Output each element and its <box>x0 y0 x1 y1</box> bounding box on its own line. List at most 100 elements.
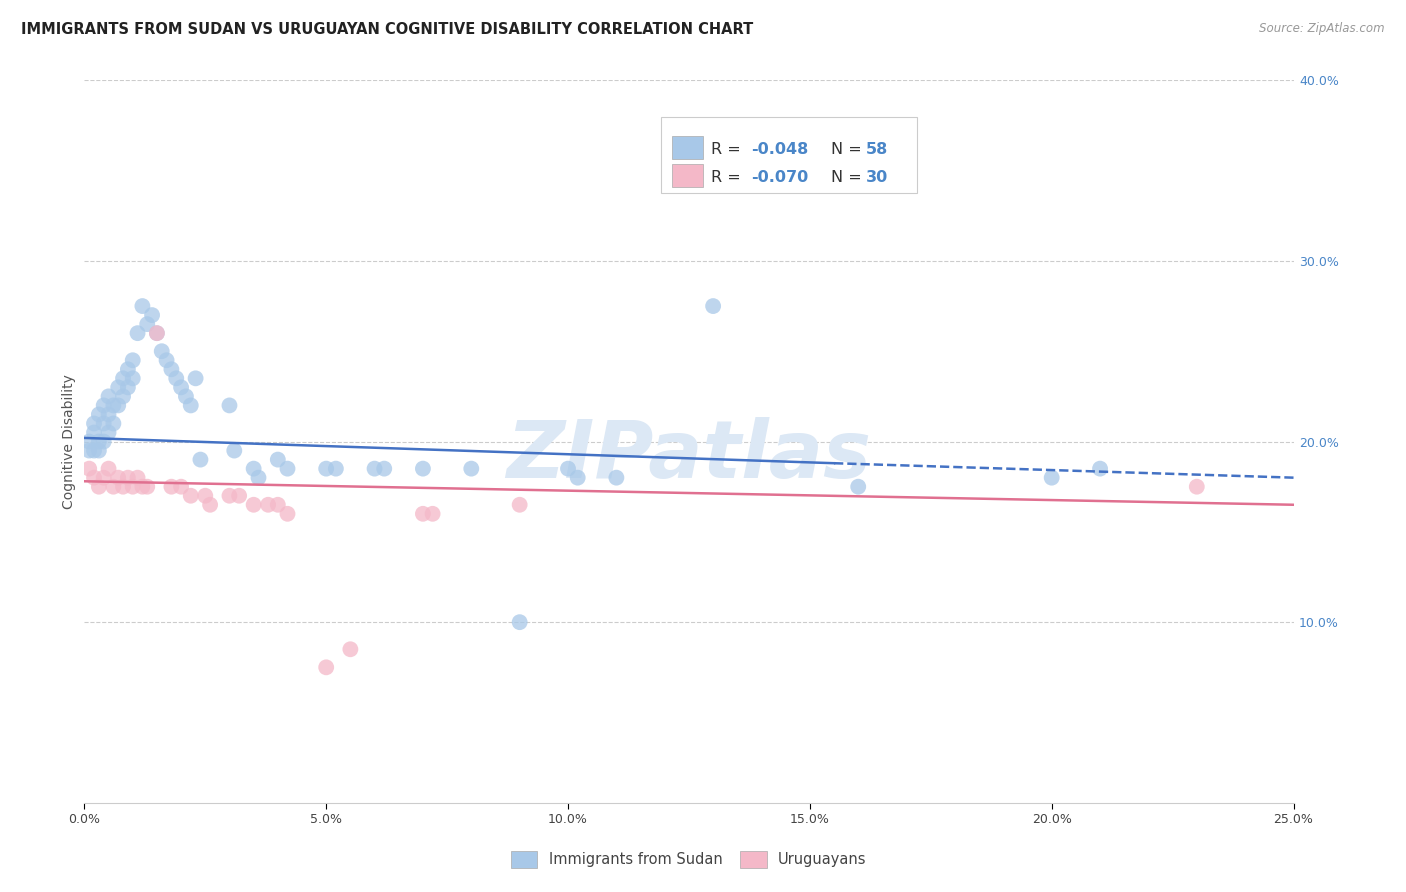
Text: R =: R = <box>711 170 747 186</box>
Point <box>77 434 100 449</box>
Point <box>180 489 202 503</box>
Point <box>150 344 173 359</box>
Point <box>460 461 482 475</box>
Point <box>117 471 139 485</box>
Point <box>412 507 434 521</box>
Text: Source: ZipAtlas.com: Source: ZipAtlas.com <box>1260 22 1385 36</box>
Point <box>509 498 531 512</box>
Point <box>247 471 270 485</box>
Point <box>228 489 250 503</box>
Point <box>557 461 579 475</box>
Point <box>363 461 385 475</box>
Point <box>107 398 129 412</box>
Point <box>93 434 115 449</box>
Point <box>1185 480 1208 494</box>
Point <box>422 507 444 521</box>
Point <box>184 371 207 385</box>
Point <box>77 461 100 475</box>
Point <box>103 417 125 431</box>
Y-axis label: Cognitive Disability: Cognitive Disability <box>62 374 76 509</box>
Point <box>87 443 110 458</box>
Point <box>325 461 347 475</box>
Point <box>103 480 125 494</box>
Point <box>83 417 105 431</box>
Point <box>131 299 153 313</box>
Point <box>155 353 177 368</box>
Point <box>702 299 724 313</box>
Point <box>97 389 120 403</box>
Point <box>267 452 290 467</box>
Point <box>121 371 143 385</box>
Point <box>131 480 153 494</box>
Point <box>136 480 159 494</box>
Point <box>224 443 246 458</box>
Point <box>117 362 139 376</box>
Point <box>315 461 337 475</box>
Point <box>190 452 212 467</box>
Point <box>257 498 280 512</box>
Point <box>103 398 125 412</box>
Point <box>136 317 159 331</box>
Text: -0.070: -0.070 <box>751 170 808 186</box>
Point <box>93 471 115 485</box>
Point <box>1088 461 1111 475</box>
Point <box>127 326 149 340</box>
Point <box>87 408 110 422</box>
Point <box>83 443 105 458</box>
Point <box>93 398 115 412</box>
Point <box>121 480 143 494</box>
Point <box>170 480 193 494</box>
Point <box>87 434 110 449</box>
Text: R =: R = <box>711 143 747 157</box>
Point <box>509 615 531 630</box>
Point <box>83 471 105 485</box>
Point <box>146 326 169 340</box>
Point <box>121 353 143 368</box>
Point <box>112 389 135 403</box>
Point <box>160 362 183 376</box>
Point <box>315 660 337 674</box>
Point <box>276 461 298 475</box>
Point <box>412 461 434 475</box>
Point <box>339 642 361 657</box>
Point <box>97 408 120 422</box>
Point <box>93 417 115 431</box>
Legend: Immigrants from Sudan, Uruguayans: Immigrants from Sudan, Uruguayans <box>503 844 875 875</box>
Text: 58: 58 <box>866 143 889 157</box>
Point <box>373 461 395 475</box>
Point <box>146 326 169 340</box>
Point <box>127 471 149 485</box>
Point <box>112 371 135 385</box>
Text: 30: 30 <box>866 170 889 186</box>
Text: N =: N = <box>831 143 866 157</box>
Point <box>160 480 183 494</box>
Text: ZIPatlas: ZIPatlas <box>506 417 872 495</box>
Point <box>198 498 221 512</box>
Point <box>218 398 240 412</box>
Point <box>242 461 264 475</box>
Point <box>174 389 197 403</box>
Point <box>267 498 290 512</box>
Point <box>1040 471 1063 485</box>
Text: -0.048: -0.048 <box>751 143 808 157</box>
Point <box>107 471 129 485</box>
Point <box>218 489 240 503</box>
Point <box>97 425 120 440</box>
Point <box>170 380 193 394</box>
Point <box>180 398 202 412</box>
Point <box>87 480 110 494</box>
Point <box>276 507 298 521</box>
Point <box>165 371 187 385</box>
Text: IMMIGRANTS FROM SUDAN VS URUGUAYAN COGNITIVE DISABILITY CORRELATION CHART: IMMIGRANTS FROM SUDAN VS URUGUAYAN COGNI… <box>21 22 754 37</box>
Text: N =: N = <box>831 170 866 186</box>
Point <box>112 480 135 494</box>
Point <box>97 461 120 475</box>
Point <box>846 480 869 494</box>
Point <box>194 489 217 503</box>
Point <box>77 443 100 458</box>
Point <box>605 471 627 485</box>
Point <box>117 380 139 394</box>
Point <box>141 308 163 322</box>
Point <box>567 471 589 485</box>
Point <box>242 498 264 512</box>
